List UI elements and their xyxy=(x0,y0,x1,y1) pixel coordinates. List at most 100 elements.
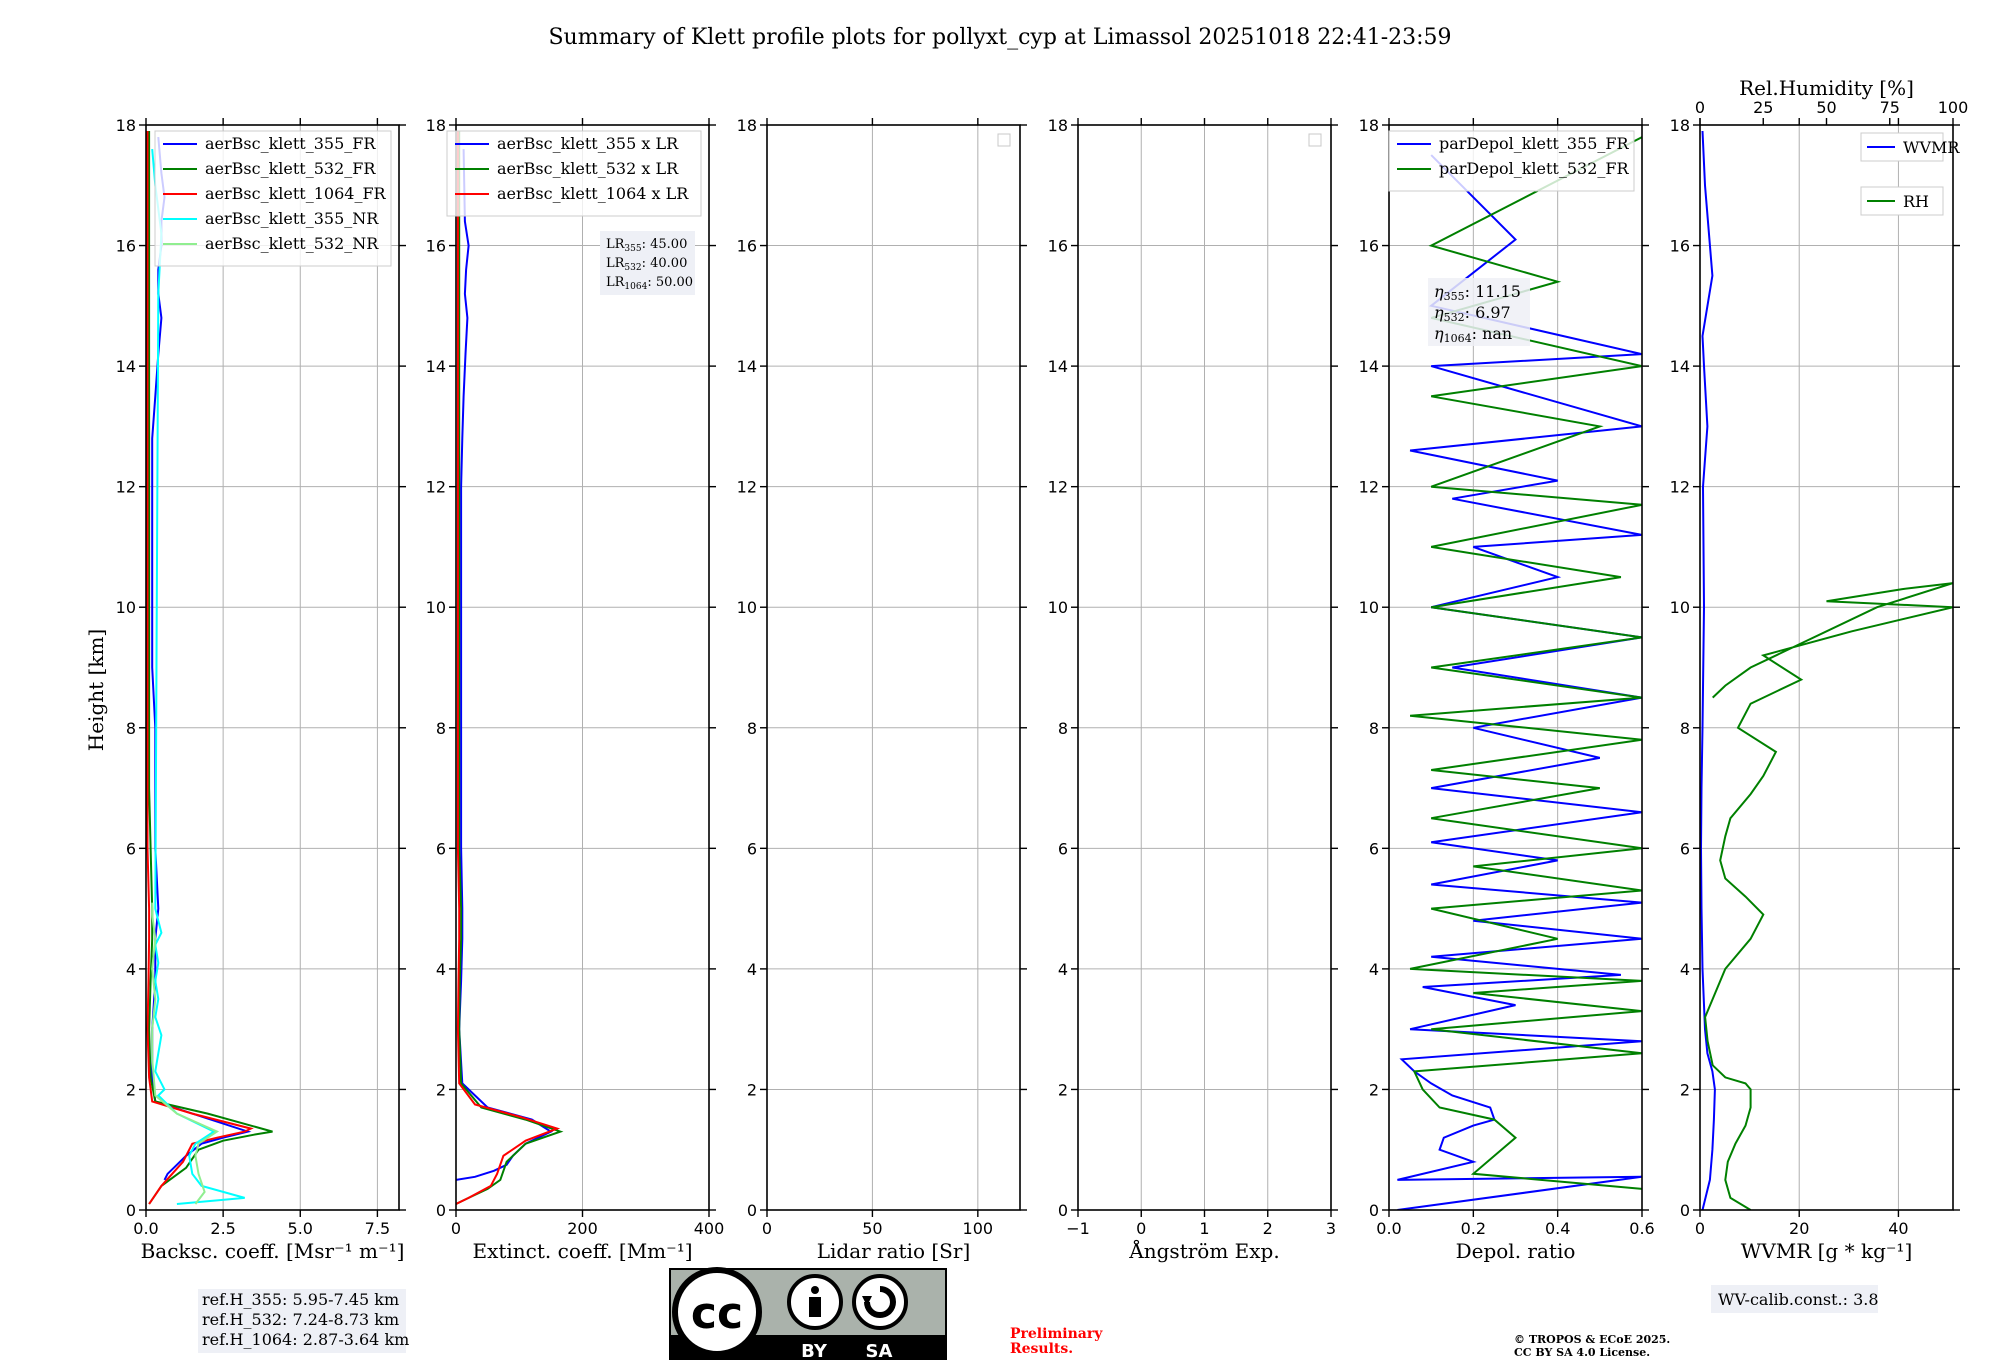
y-tick-label: 12 xyxy=(737,478,757,497)
share-alike-icon xyxy=(852,1274,908,1330)
x-tick-label: 40 xyxy=(1888,1219,1908,1238)
eta-annotation: η355: 11.15 η532: 6.97 η1064: nan xyxy=(1428,278,1530,346)
y-tick-label: 2 xyxy=(747,1080,757,1099)
y-tick-label: 18 xyxy=(1048,116,1068,135)
series-line-parDepol_klett_532_FR xyxy=(1409,136,1642,1190)
eta355-value: 11.15 xyxy=(1475,282,1521,301)
y-tick-label: 10 xyxy=(737,598,757,617)
series-line-aerBsc_klett_355 x LR xyxy=(456,149,553,1181)
y-tick-label: 14 xyxy=(1048,357,1068,376)
x-tick-label: 0.6 xyxy=(1629,1219,1654,1238)
x-tick-label: 0.0 xyxy=(133,1219,158,1238)
y-tick-label: 18 xyxy=(1359,116,1379,135)
svg-text:LR355: 45.00: LR355: 45.00 xyxy=(606,237,687,254)
x-axis-label: Depol. ratio xyxy=(1456,1239,1576,1263)
series-line-parDepol_klett_355_FR xyxy=(1397,154,1642,1210)
x-tick-label: 0 xyxy=(762,1219,772,1238)
panel-5: 0 2 4 6 8 10 12 14 16 18 0.0 0.2 0.4 0.6 Depol. ratio p… xyxy=(1359,116,1655,1263)
eta532-value: 6.97 xyxy=(1475,303,1511,322)
y-tick-label: 10 xyxy=(1670,598,1690,617)
x-axis-label: Lidar ratio [Sr] xyxy=(817,1239,971,1263)
y-tick-label: 12 xyxy=(1048,478,1068,497)
y-tick-label: 2 xyxy=(1058,1080,1068,1099)
svg-text:ref.H_1064: 2.87-3.64 km: ref.H_1064: 2.87-3.64 km xyxy=(202,1330,409,1349)
y-tick-label: 8 xyxy=(1369,719,1379,738)
y-tick-label: 16 xyxy=(1048,237,1068,256)
y-tick-label: 12 xyxy=(1670,478,1690,497)
svg-text:LR1064: 50.00: LR1064: 50.00 xyxy=(606,275,693,292)
y-axis-label: Height [km] xyxy=(84,629,108,751)
legend-label: aerBsc_klett_355_FR xyxy=(205,134,376,153)
y-tick-label: 16 xyxy=(1670,237,1690,256)
legend-box xyxy=(1388,130,1635,192)
y-tick-label: 8 xyxy=(436,719,446,738)
rh-axis-label: Rel.Humidity [%] xyxy=(1739,76,1914,100)
legend-label: parDepol_klett_355_FR xyxy=(1439,134,1630,153)
y-tick-label: 4 xyxy=(436,960,446,979)
axes-frame xyxy=(766,124,1021,1211)
y-tick-label: 0 xyxy=(1369,1201,1379,1220)
figure-title: Summary of Klett profile plots for polly… xyxy=(548,25,1451,50)
x-tick-label: 1 xyxy=(1199,1219,1209,1238)
x-tick-label: 0.0 xyxy=(1376,1219,1401,1238)
x-tick-label: 0.2 xyxy=(1461,1219,1486,1238)
axes-frame xyxy=(145,124,400,1211)
y-tick-label: 12 xyxy=(1359,478,1379,497)
y-tick-label: 6 xyxy=(1680,839,1690,858)
y-tick-label: 14 xyxy=(116,357,136,376)
cc-sa-text: SA xyxy=(866,1341,893,1360)
axes-frame xyxy=(1388,124,1643,1211)
y-tick-label: 8 xyxy=(1058,719,1068,738)
lr1064-value: 50.00 xyxy=(656,275,693,290)
y-tick-label: 6 xyxy=(436,839,446,858)
x-tick-label: 100 xyxy=(963,1219,994,1238)
legend-label: aerBsc_klett_1064 x LR xyxy=(497,184,689,203)
y-tick-label: 0 xyxy=(436,1201,446,1220)
legend-label: parDepol_klett_532_FR xyxy=(1439,159,1630,178)
series-line-aerBsc_klett_355_FR xyxy=(151,137,252,1181)
x-axis-label: Extinct. coeff. [Mm⁻¹] xyxy=(472,1239,692,1263)
cc-by-text: BY xyxy=(801,1341,828,1360)
x-tick-label: 400 xyxy=(694,1219,725,1238)
copyright-note: © TROPOS & ECoE 2025. CC BY SA 4.0 Licen… xyxy=(1514,1333,1670,1359)
legend-label: aerBsc_klett_355 x LR xyxy=(497,134,679,153)
y-tick-label: 4 xyxy=(126,960,136,979)
series-line-aerBsc_klett_1064_FR xyxy=(146,131,254,1205)
x-tick-label: 20 xyxy=(1789,1219,1809,1238)
legend-label: aerBsc_klett_532_NR xyxy=(205,234,379,253)
series-line-aerBsc_klett_532_NR xyxy=(151,902,220,1205)
y-tick-label: 2 xyxy=(126,1080,136,1099)
lr-annotation: LR355: 45.00 LR532: 40.00 LR1064: 50.00 xyxy=(600,231,695,295)
wv-calib-box: WV-calib.const.: 3.8 xyxy=(1711,1285,1879,1313)
y-tick-label: 4 xyxy=(1369,960,1379,979)
x-tick-label: 0 xyxy=(451,1219,461,1238)
y-tick-label: 8 xyxy=(747,719,757,738)
svg-text:η532: 6.97: η532: 6.97 xyxy=(1434,303,1511,324)
y-tick-label: 2 xyxy=(1680,1080,1690,1099)
y-tick-label: 12 xyxy=(426,478,446,497)
y-tick-label: 4 xyxy=(1058,960,1068,979)
y-tick-label: 4 xyxy=(1680,960,1690,979)
y-tick-label: 2 xyxy=(436,1080,446,1099)
legend-label: RH xyxy=(1903,192,1929,211)
empty-legend xyxy=(1308,133,1322,147)
x-tick-label: 0.4 xyxy=(1545,1219,1570,1238)
cc-icon xyxy=(672,1267,762,1357)
y-tick-label: 2 xyxy=(1369,1080,1379,1099)
y-tick-label: 8 xyxy=(1680,719,1690,738)
x-tick-label: 0 xyxy=(1695,1219,1705,1238)
legend-label: aerBsc_klett_532 x LR xyxy=(497,159,679,178)
svg-text:ref.H_532: 7.24-8.73 km: ref.H_532: 7.24-8.73 km xyxy=(202,1310,399,1329)
x-tick-label: 0 xyxy=(1136,1219,1146,1238)
svg-text:© TROPOS & ECoE 2025.: © TROPOS & ECoE 2025. xyxy=(1514,1333,1670,1346)
svg-text:WV-calib.const.: 3.8: WV-calib.const.: 3.8 xyxy=(1718,1290,1879,1309)
y-tick-label: 10 xyxy=(1048,598,1068,617)
y-tick-label: 0 xyxy=(1680,1201,1690,1220)
y-tick-label: 16 xyxy=(737,237,757,256)
